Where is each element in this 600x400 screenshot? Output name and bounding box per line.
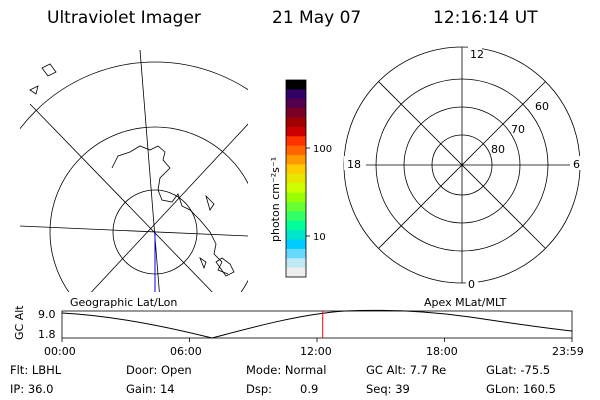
lat-label-80: 80 (491, 143, 505, 156)
colorbar-segment (286, 258, 306, 269)
ip-info: IP: 36.0 (10, 382, 54, 396)
lat-label-60: 60 (535, 100, 549, 113)
colorbar-segment (286, 89, 306, 100)
glat-info: GLat: -75.5 (486, 363, 551, 377)
colorbar-segment (286, 201, 306, 212)
colorbar-segment (286, 230, 306, 241)
colorbar-segment (286, 173, 306, 184)
mlt-line (378, 81, 546, 249)
altitude-curve (61, 309, 573, 339)
x-tick-0600: 06:00 (170, 345, 202, 358)
colorbar-frame (285, 79, 307, 278)
x-tick-0000: 00:00 (44, 345, 76, 358)
coastline (29, 85, 39, 95)
lat-label-70: 70 (511, 123, 525, 136)
door-info: Door: Open (126, 363, 192, 377)
colorbar-segment (286, 239, 306, 250)
date-label: 21 May 07 (272, 8, 362, 28)
altitude-tick-high: 9.0 (38, 308, 56, 321)
colorbar-segment (286, 183, 306, 194)
instrument-title: Ultraviolet Imager (47, 8, 201, 28)
colorbar-segment (286, 267, 306, 278)
coastline (199, 256, 207, 270)
colorbar-segment (286, 220, 306, 231)
seq-info: Seq: 39 (366, 382, 410, 396)
x-tick-2359: 23:59 (552, 345, 584, 358)
coastline (205, 194, 215, 211)
right-map-caption: Apex MLat/MLT (424, 296, 507, 309)
colorbar-segment (286, 192, 306, 203)
colorbar-tick-100: 100 (313, 144, 332, 155)
mlat-mlt-plot (343, 46, 581, 284)
lon-line (90, 123, 248, 292)
colorbar-tick-10: 10 (313, 232, 326, 243)
coastline (41, 63, 57, 77)
mlt-label-0: 0 (468, 278, 475, 291)
left-map-caption: Geographic Lat/Lon (70, 296, 178, 309)
colorbar-segment (286, 145, 306, 156)
colorbar-segment (286, 126, 306, 137)
mlt-label-12: 12 (470, 48, 484, 61)
colorbar (286, 80, 306, 278)
colorbar-segment (286, 248, 306, 259)
mlt-label-6: 6 (573, 158, 580, 171)
colorbar-unit-label: photon cm⁻²s⁻¹ (269, 157, 282, 242)
coastline (111, 145, 229, 275)
lat-circle (20, 61, 248, 130)
mode-info: Mode: Normal (246, 363, 327, 377)
dsp-label: Dsp: (246, 382, 273, 396)
filter-info: Flt: LBHL (10, 363, 62, 377)
gain-info: Gain: 14 (126, 382, 175, 396)
geographic-map (20, 50, 248, 292)
coastline (215, 257, 235, 277)
altitude-plot-frame (61, 310, 573, 339)
time-label: 12:16:14 UT (433, 8, 538, 28)
glon-info: GLon: 160.5 (486, 382, 556, 396)
gc-alt-info: GC Alt: 7.7 Re (366, 363, 447, 377)
x-tick-1200: 12:00 (300, 345, 332, 358)
lat-circle (49, 126, 248, 292)
x-tick-1800: 18:00 (426, 345, 458, 358)
colorbar-segment (286, 164, 306, 175)
colorbar-segment (286, 98, 306, 109)
colorbar-segment (286, 155, 306, 166)
colorbar-segment (286, 136, 306, 147)
mlt-label-18: 18 (347, 158, 361, 171)
colorbar-segment (286, 80, 306, 90)
altitude-tick-low: 1.8 (38, 328, 56, 341)
colorbar-segment (286, 211, 306, 222)
colorbar-segment (286, 108, 306, 119)
altitude-ylabel: GC Alt (13, 305, 26, 340)
dsp-value: 0.9 (300, 382, 319, 396)
lon-line (20, 225, 248, 237)
colorbar-segment (286, 117, 306, 128)
